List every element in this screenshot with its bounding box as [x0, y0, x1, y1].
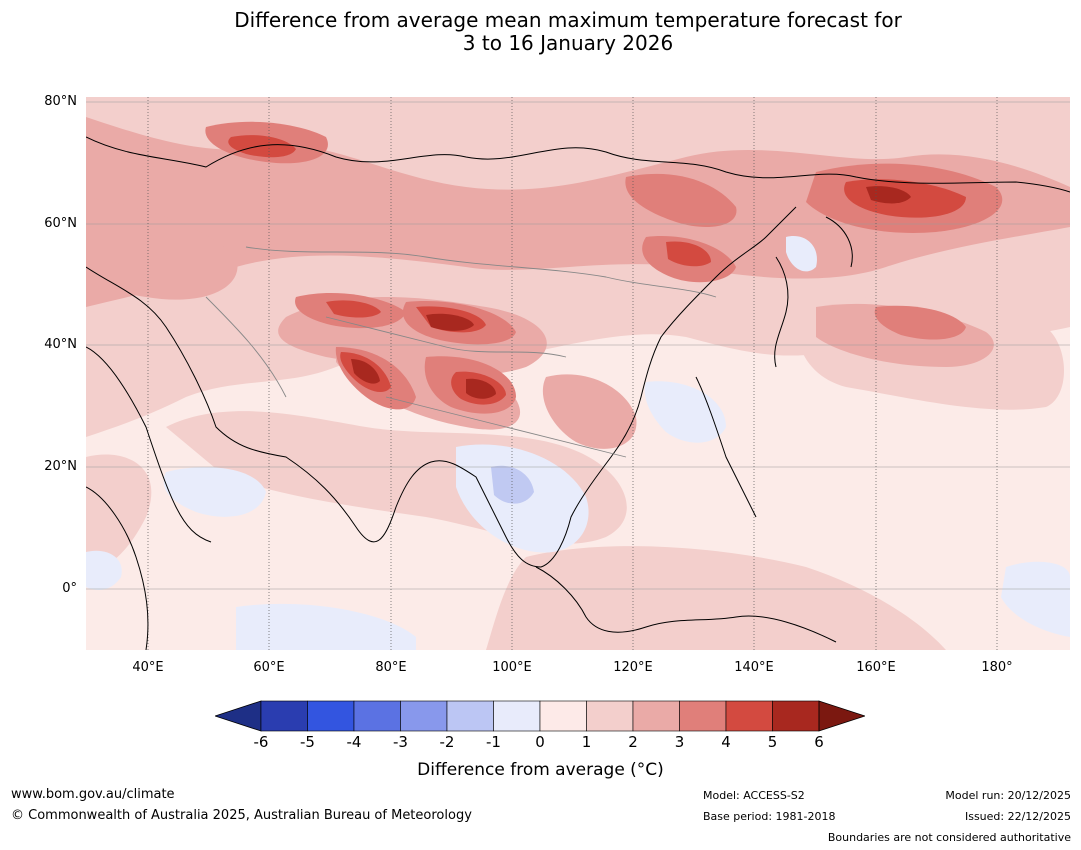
- siberia-warm-region: [86, 117, 1070, 307]
- colorbar-segment: [772, 700, 820, 732]
- lat-label-20n: 20°N: [44, 459, 77, 474]
- colorbar-segment: [400, 700, 448, 732]
- lon-label-120e: 120°E: [613, 660, 653, 675]
- colorbar-extend-low: [215, 700, 262, 732]
- extreme-xinjiang: [426, 313, 474, 331]
- lon-label-80e: 80°E: [375, 660, 407, 675]
- colorbar-extend-high: [818, 700, 865, 732]
- colorbar-tick-label: -1: [486, 733, 501, 751]
- map-canvas: [86, 97, 1070, 650]
- map-title: Difference from average mean maximum tem…: [0, 9, 1081, 55]
- iran-border: [205, 296, 287, 398]
- colorbar-tick-label: -3: [393, 733, 408, 751]
- colorbar-segment: [679, 700, 727, 732]
- temperature-anomaly-map: [86, 97, 1070, 650]
- model-name: Model: ACCESS-S2: [703, 789, 805, 802]
- africa-coast: [86, 486, 149, 650]
- cool-sea-of-japan: [786, 236, 817, 272]
- lon-label-180: 180°: [981, 660, 1013, 675]
- eastern-europe-warm-region: [86, 197, 238, 300]
- cool-indian-ocean: [236, 603, 416, 650]
- colorbar-tick-label: 6: [814, 733, 824, 751]
- boundaries-disclaimer: Boundaries are not considered authoritat…: [827, 831, 1071, 844]
- graticule: [86, 101, 1070, 590]
- russia-south-border: [245, 246, 717, 298]
- lon-label-40e: 40°E: [132, 660, 164, 675]
- lat-label-60n: 60°N: [44, 216, 77, 231]
- colorbar-segment: [353, 700, 401, 732]
- japan-coast: [774, 256, 789, 368]
- colorbar-tick-label: 2: [628, 733, 638, 751]
- arabia-coast: [86, 346, 212, 543]
- colorbar-label: Difference from average (°C): [417, 760, 664, 780]
- extreme-west-tibet: [351, 359, 380, 384]
- asia-coast: [86, 206, 797, 568]
- colorbar-tick-label: 4: [721, 733, 731, 751]
- cool-core-indochina: [491, 465, 534, 504]
- lon-label-100e: 100°E: [492, 660, 532, 675]
- title-line-2: 3 to 16 January 2026: [462, 31, 674, 55]
- east-siberia-warm-core: [625, 173, 737, 227]
- colorbar-segment: [307, 700, 355, 732]
- colorbar-tick-label: 3: [674, 733, 685, 751]
- colorbar-tick-label: -2: [439, 733, 455, 751]
- cool-arabian-sea: [163, 467, 266, 517]
- copyright-notice: © Commonwealth of Australia 2025, Austra…: [11, 808, 472, 823]
- colorbar-segment: [725, 700, 773, 732]
- lon-label-60e: 60°E: [253, 660, 285, 675]
- himalaya-border: [385, 396, 627, 458]
- indonesia-coast: [535, 566, 837, 643]
- colorbar-tick-label: 1: [581, 733, 592, 751]
- hot-spot-kyrgyzstan: [326, 300, 381, 318]
- philippines-coast: [695, 376, 757, 518]
- colorbar-tick-label: -5: [300, 733, 315, 751]
- coastlines: [86, 136, 1070, 650]
- cool-east-africa: [86, 550, 122, 590]
- bom-url: www.bom.gov.au/climate: [11, 787, 175, 802]
- china-warm-region: [542, 374, 637, 449]
- colorbar-segment: [260, 700, 308, 732]
- kamchatka-coast: [825, 216, 853, 268]
- colorbar-segment: [586, 700, 634, 732]
- anomaly-contours-5-6c: [351, 186, 911, 399]
- maritime-warm-band: [486, 546, 946, 650]
- issued-date: Issued: 22/12/2025: [964, 810, 1071, 823]
- country-borders: [205, 246, 717, 458]
- cool-west-pacific: [1001, 561, 1070, 637]
- colorbar-segment: [493, 700, 541, 732]
- extreme-east-tibet: [466, 378, 496, 399]
- lat-label-80n: 80°N: [44, 94, 77, 109]
- colorbar-segment: [539, 700, 587, 732]
- colorbar-segment: [632, 700, 680, 732]
- central-asia-border: [325, 316, 567, 358]
- colorbar-segment: [446, 700, 494, 732]
- base-period: Base period: 1981-2018: [703, 810, 836, 823]
- lat-label-40n: 40°N: [44, 337, 77, 352]
- colorbar-tick-label: -4: [346, 733, 362, 751]
- colorbar: [215, 700, 865, 732]
- model-run-date: Model run: 20/12/2025: [945, 789, 1071, 802]
- extreme-chukotka: [866, 186, 911, 204]
- cool-east-china-sea: [644, 381, 726, 443]
- colorbar-tick-label: -6: [253, 733, 269, 751]
- pacific-warm-core: [874, 305, 966, 340]
- lat-label-0: 0°: [62, 581, 77, 596]
- lon-label-160e: 160°E: [856, 660, 896, 675]
- east-africa-warm-band: [86, 454, 152, 577]
- arctic-coast: [86, 136, 1070, 193]
- colorbar-tick-label: 0: [535, 733, 545, 751]
- title-line-1: Difference from average mean maximum tem…: [234, 8, 902, 32]
- anomaly-contours-below-0c: [86, 236, 1070, 650]
- hot-spot-mongolia: [666, 241, 711, 267]
- colorbar-tick-label: 5: [767, 733, 778, 751]
- meridians: [147, 97, 998, 650]
- lon-label-140e: 140°E: [734, 660, 774, 675]
